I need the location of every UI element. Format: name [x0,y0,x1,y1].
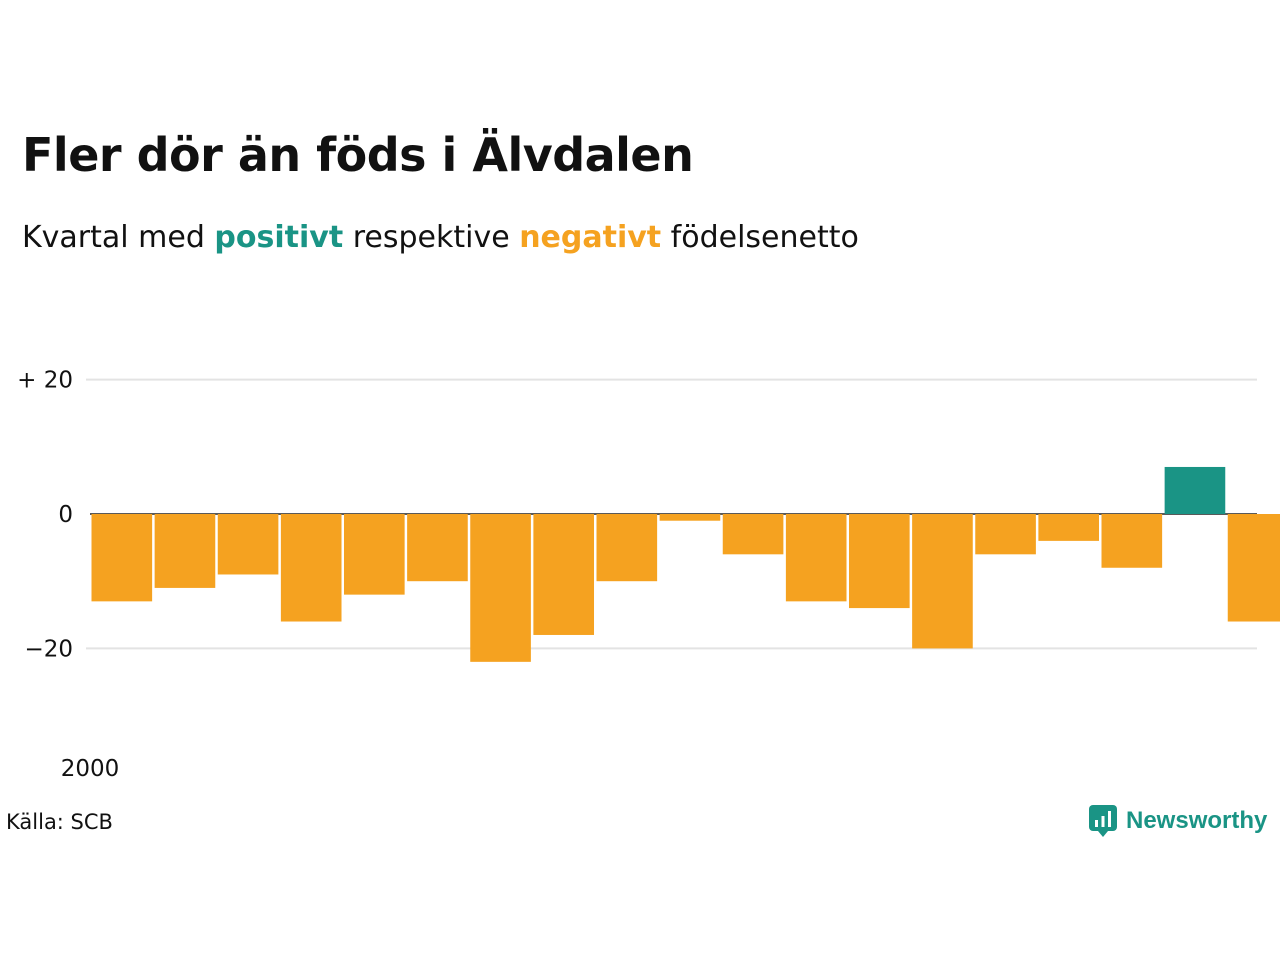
axis-labels: + 200−2020002005201020152020 [17,368,120,782]
bar-2004Q2 [1164,466,1226,514]
bar-2002Q3 [722,514,784,555]
subtitle-suffix: födelsenetto [661,220,859,255]
bar-2004Q1 [1101,514,1163,568]
chart-subtitle: Kvartal med positivt respektive negativt… [22,220,859,255]
brand-logo: Newsworthy [1088,804,1267,838]
bar-2000Q2 [154,514,216,588]
y-tick-label: + 20 [17,368,73,394]
source-note: Källa: SCB [6,810,113,834]
bar-2000Q3 [217,514,279,575]
bar-2004Q3 [1227,514,1280,622]
bar-2002Q1 [596,514,658,582]
bar-chart: + 200−2020002005201020152020 [17,368,1280,782]
bar-2003Q4 [1038,514,1100,541]
bar-2001Q1 [344,514,405,595]
bar-2002Q4 [785,514,847,602]
y-tick-label: 0 [58,502,73,528]
brand-name: Newsworthy [1126,807,1268,834]
subtitle-middle: respektive [343,220,520,255]
subtitle-negative: negativt [519,220,662,255]
subtitle-positive: positivt [214,220,344,255]
bar-2001Q4 [533,514,595,635]
bar-2000Q1 [91,514,153,602]
bar-2001Q3 [470,514,531,662]
bar-2003Q3 [975,514,1036,555]
bar-2003Q2 [912,514,973,649]
bar-2002Q2 [659,514,721,521]
subtitle-prefix: Kvartal med [22,220,215,255]
x-tick-label: 2000 [61,756,120,782]
bar-2000Q4 [280,514,342,622]
newsworthy-logo-icon [1089,805,1117,837]
y-tick-label: −20 [24,636,73,662]
bar-2003Q1 [849,514,910,609]
bars [91,466,1280,662]
chart-title: Fler dör än föds i Älvdalen [22,128,694,182]
bar-2001Q2 [407,514,468,582]
